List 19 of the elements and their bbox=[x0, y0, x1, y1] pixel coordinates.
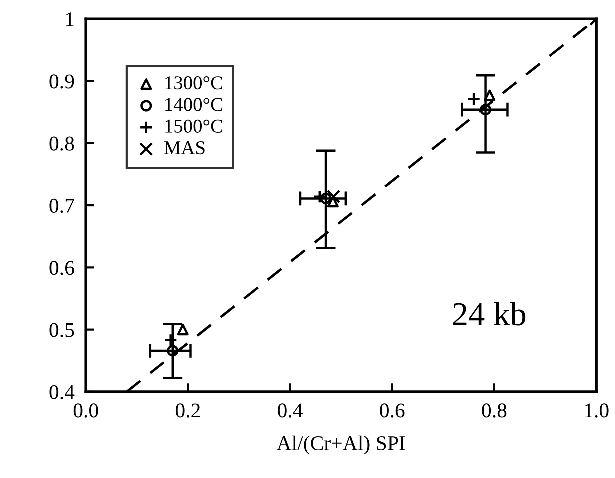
y-tick-label: 0.4 bbox=[50, 385, 75, 400]
legend-label: MAS bbox=[164, 142, 205, 155]
x-tick-label: 0.8 bbox=[482, 404, 507, 418]
annotation: 24 kb bbox=[453, 302, 526, 326]
x-tick-label: 0.0 bbox=[74, 404, 98, 418]
x-tick-label: 1.0 bbox=[585, 404, 609, 418]
legend-label: 1300°C bbox=[166, 76, 222, 90]
y-tick-label: 0.5 bbox=[50, 323, 74, 338]
y-tick-label: 0.8 bbox=[50, 136, 74, 151]
y-tick-label: 0.7 bbox=[50, 198, 74, 214]
x-tick-label: 0.6 bbox=[380, 404, 405, 418]
legend-label: 1500°C bbox=[166, 120, 222, 133]
x-tick-label: 0.2 bbox=[176, 404, 200, 418]
legend-label: 1400°C bbox=[166, 98, 222, 112]
y-tick-label: 0.6 bbox=[50, 261, 74, 276]
y-tick-label: 0.9 bbox=[50, 74, 74, 89]
x-tick-label: 0.4 bbox=[278, 404, 303, 418]
x-axis-title: Al/(Cr+Al) SPI bbox=[276, 436, 406, 455]
y-tick-label: 1 bbox=[66, 12, 74, 26]
